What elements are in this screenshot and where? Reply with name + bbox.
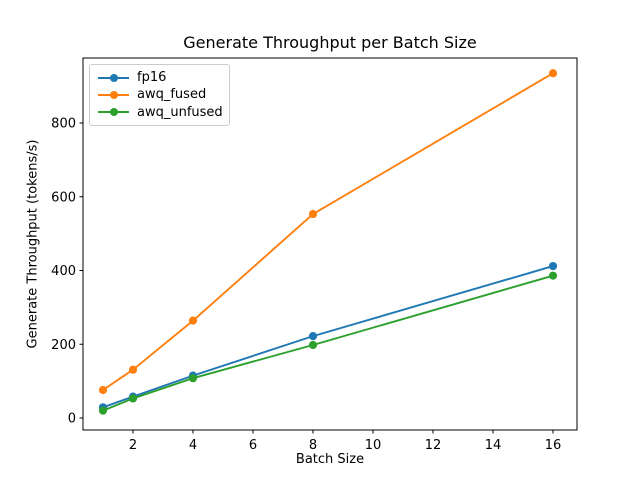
legend-label: fp16 — [137, 70, 167, 86]
data-point-awq_unfused — [188, 374, 198, 383]
y-tick-label: 0 — [68, 412, 76, 427]
y-tick-label: 200 — [51, 338, 76, 353]
x-tick-label: 8 — [309, 438, 317, 453]
x-tick-label: 14 — [485, 438, 502, 453]
legend: fp16 awq_fused awq_unfused — [89, 64, 230, 126]
legend-item: fp16 — [98, 69, 221, 86]
data-point-awq_fused — [308, 209, 318, 219]
x-tick-label: 6 — [249, 438, 257, 453]
y-tick-label: 800 — [51, 117, 76, 132]
data-point-fp16 — [548, 261, 558, 271]
x-tick-label: 2 — [129, 438, 137, 453]
legend-label: awq_unfused — [137, 104, 223, 120]
legend-label: awq_fused — [137, 87, 207, 103]
data-point-awq_fused — [98, 385, 108, 395]
legend-item: awq_fused — [98, 86, 221, 103]
legend-marker-awq-unfused-icon — [98, 107, 129, 117]
x-axis-label: Batch Size — [295, 452, 365, 467]
data-point-awq_fused — [128, 365, 138, 374]
y-tick-label: 600 — [51, 190, 76, 205]
legend-item: awq_unfused — [98, 104, 223, 121]
data-point-awq_unfused — [98, 406, 108, 415]
x-tick-label: 4 — [189, 438, 197, 453]
data-point-awq_unfused — [548, 271, 558, 280]
y-axis-label: Generate Throughput (tokens/s) — [25, 139, 41, 349]
x-tick-label: 10 — [365, 438, 382, 453]
chart-title: Generate Throughput per Batch Size — [183, 33, 477, 52]
series-line-awq_unfused — [102, 274, 554, 412]
legend-marker-fp16-icon — [98, 73, 129, 83]
data-point-awq_unfused — [128, 394, 138, 403]
data-point-awq_unfused — [308, 340, 318, 350]
data-point-awq_fused — [188, 316, 198, 325]
x-tick-label: 16 — [545, 438, 562, 453]
data-point-awq_fused — [548, 69, 558, 78]
x-tick-label: 12 — [425, 438, 442, 453]
legend-marker-awq-fused-icon — [98, 90, 129, 100]
data-point-fp16 — [308, 332, 318, 341]
y-tick-label: 400 — [51, 264, 76, 279]
axes-frame — [82, 57, 578, 431]
